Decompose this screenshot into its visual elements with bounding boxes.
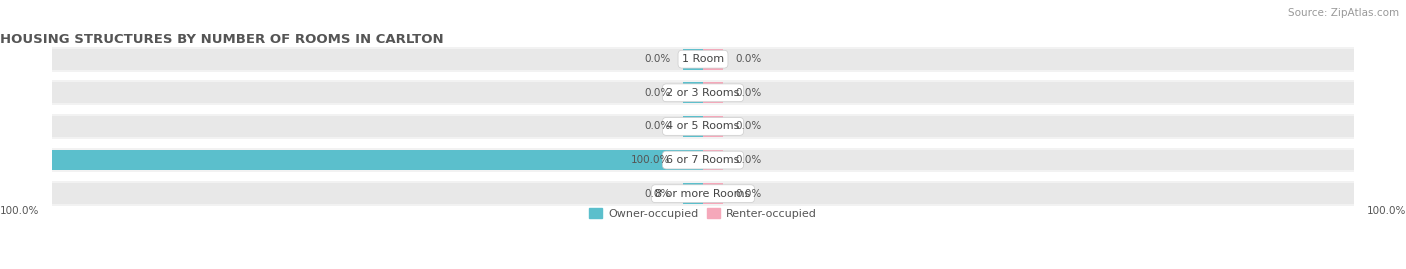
Text: 0.0%: 0.0% xyxy=(644,54,671,64)
Bar xyxy=(683,49,703,70)
Text: 0.0%: 0.0% xyxy=(735,88,762,98)
Bar xyxy=(52,150,1354,171)
Bar xyxy=(703,49,723,70)
Text: 100.0%: 100.0% xyxy=(631,155,671,165)
Text: 100.0%: 100.0% xyxy=(0,206,39,215)
Bar xyxy=(683,116,703,137)
Text: Source: ZipAtlas.com: Source: ZipAtlas.com xyxy=(1288,8,1399,18)
Text: 4 or 5 Rooms: 4 or 5 Rooms xyxy=(666,121,740,132)
Bar xyxy=(703,150,723,171)
Bar xyxy=(703,82,723,103)
Text: 0.0%: 0.0% xyxy=(644,88,671,98)
Bar xyxy=(52,49,1354,70)
Bar xyxy=(683,183,703,204)
Text: 8 or more Rooms: 8 or more Rooms xyxy=(655,189,751,199)
Bar xyxy=(52,116,1354,137)
Text: 0.0%: 0.0% xyxy=(644,189,671,199)
Bar xyxy=(52,47,1354,72)
Text: 6 or 7 Rooms: 6 or 7 Rooms xyxy=(666,155,740,165)
Bar xyxy=(52,183,1354,204)
Text: 0.0%: 0.0% xyxy=(735,54,762,64)
Text: 2 or 3 Rooms: 2 or 3 Rooms xyxy=(666,88,740,98)
Text: 0.0%: 0.0% xyxy=(735,121,762,132)
Bar xyxy=(52,114,1354,139)
Text: 100.0%: 100.0% xyxy=(1367,206,1406,215)
Text: HOUSING STRUCTURES BY NUMBER OF ROOMS IN CARLTON: HOUSING STRUCTURES BY NUMBER OF ROOMS IN… xyxy=(0,33,444,46)
Bar xyxy=(703,183,723,204)
Text: 0.0%: 0.0% xyxy=(644,121,671,132)
Bar xyxy=(52,148,1354,172)
Bar xyxy=(52,80,1354,105)
Legend: Owner-occupied, Renter-occupied: Owner-occupied, Renter-occupied xyxy=(589,208,817,219)
Text: 0.0%: 0.0% xyxy=(735,155,762,165)
Text: 1 Room: 1 Room xyxy=(682,54,724,64)
Text: 0.0%: 0.0% xyxy=(735,189,762,199)
Bar xyxy=(703,116,723,137)
Bar xyxy=(52,150,703,171)
Bar xyxy=(683,82,703,103)
Bar xyxy=(52,82,1354,103)
Bar xyxy=(52,181,1354,206)
